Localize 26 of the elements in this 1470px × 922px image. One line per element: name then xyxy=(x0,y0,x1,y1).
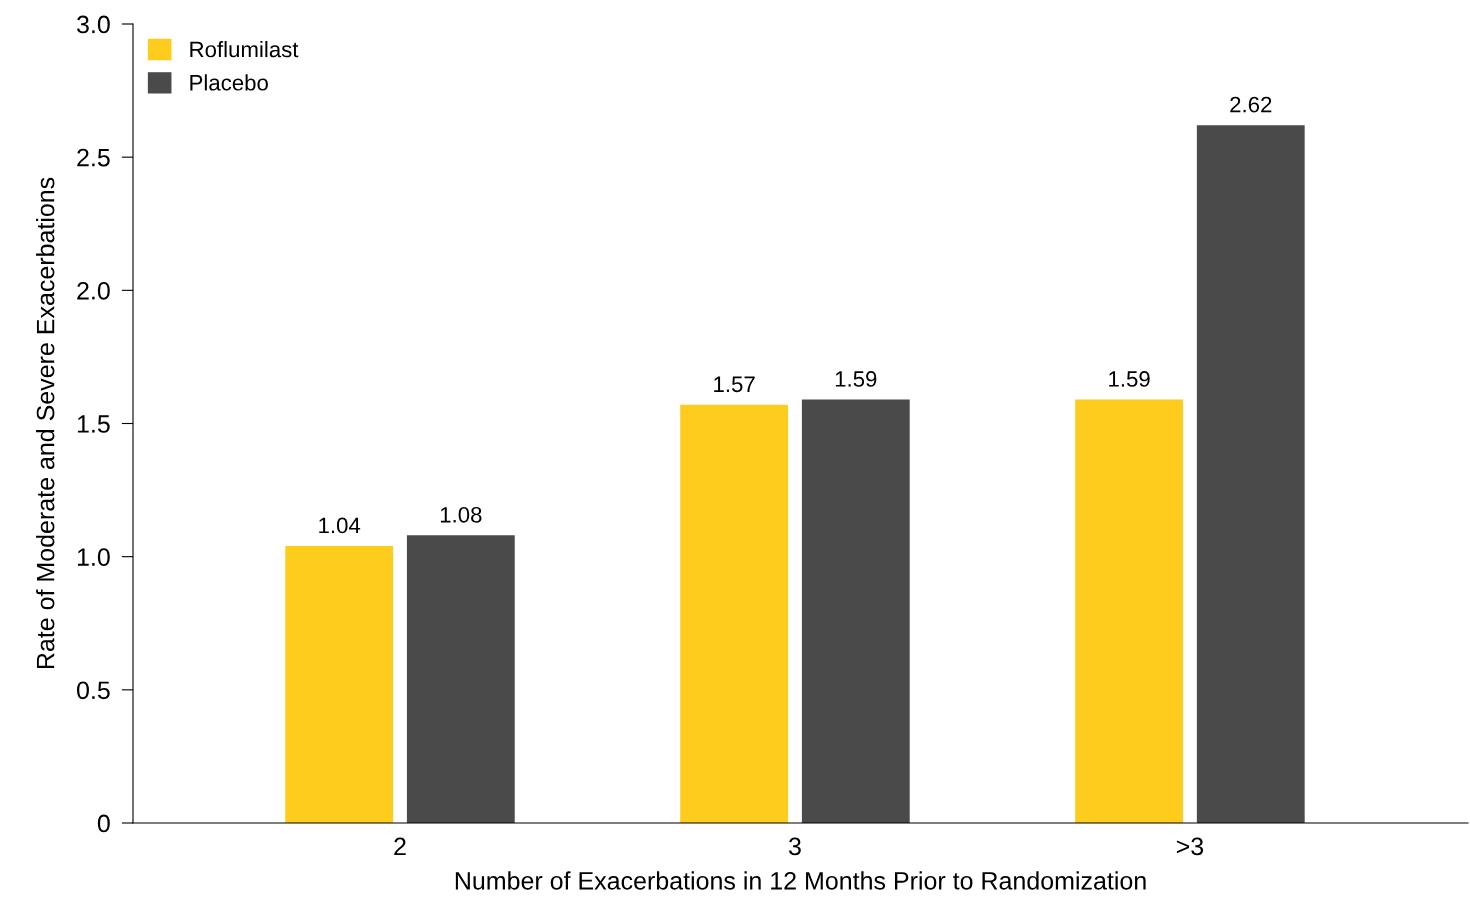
y-tick-label: 1.5 xyxy=(77,415,110,433)
legend-label: Placebo xyxy=(190,74,268,91)
data-label: 1.04 xyxy=(319,517,361,534)
bar xyxy=(1196,125,1305,823)
legend-label: Roflumilast xyxy=(190,41,299,58)
x-tick-label: 2 xyxy=(394,837,406,856)
y-axis-title: Rate of Moderate and Severe Exacerbations xyxy=(36,177,55,669)
x-axis-title: Number of Exacerbations in 12 Months Prior to Randomization xyxy=(455,871,1146,890)
x-tick-label: >3 xyxy=(1176,837,1204,856)
y-tick-label: 3.0 xyxy=(76,15,110,34)
data-label: 1.59 xyxy=(835,371,877,387)
y-tick-label: 0.5 xyxy=(77,681,110,700)
bar xyxy=(406,535,515,823)
data-label: 1.57 xyxy=(714,376,755,393)
data-label: 2.62 xyxy=(1230,96,1272,113)
bar xyxy=(680,404,789,823)
y-tick-label: 2.0 xyxy=(77,281,110,300)
y-tick-label: 0 xyxy=(97,814,110,833)
bar xyxy=(801,399,910,823)
y-tick-label: 1.0 xyxy=(77,548,110,566)
data-label: 1.59 xyxy=(1109,371,1150,387)
y-tick-label: 2.5 xyxy=(77,148,110,167)
bar xyxy=(285,546,394,823)
x-tick-label: 3 xyxy=(788,837,801,856)
bar xyxy=(1075,399,1184,823)
data-label: 1.08 xyxy=(440,506,482,523)
